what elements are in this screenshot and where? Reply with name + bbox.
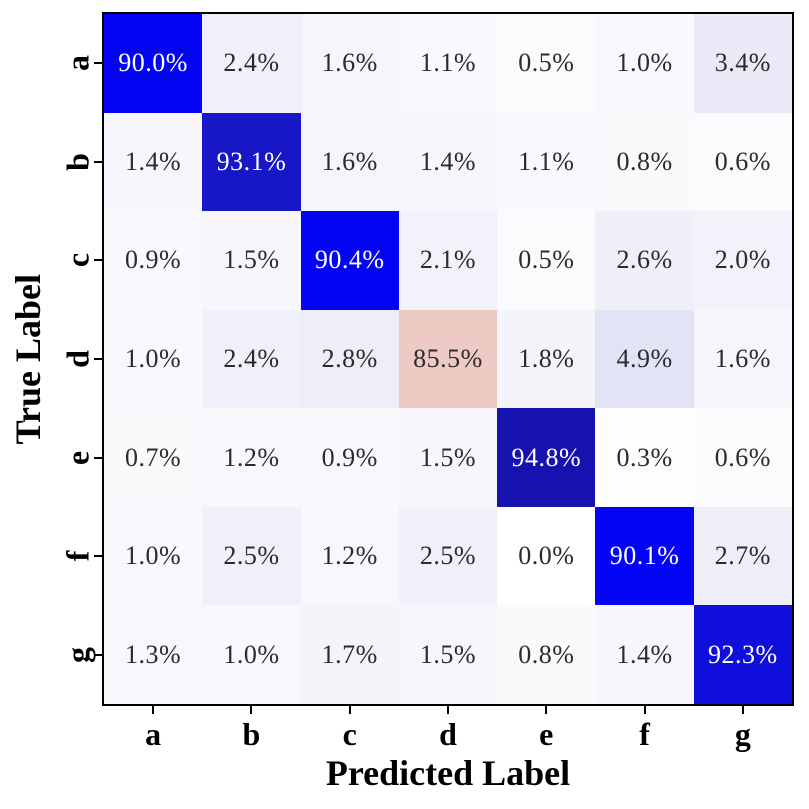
x-axis-title: Predicted Label — [325, 753, 571, 793]
heatmap-cell: 0.6% — [693, 408, 792, 507]
heatmap-cell: 92.3% — [693, 605, 792, 704]
heatmap-cell: 1.5% — [202, 211, 301, 310]
x-tick-label: g — [734, 716, 751, 752]
heatmap-grid: 90.0% 2.4% 1.6% 1.1% 0.5% 1.0% 3.4% 1.4% 93.1% 1.… — [102, 12, 794, 706]
heatmap-cell: 4.9% — [595, 309, 694, 409]
heatmap-cell: 90.1% — [595, 506, 694, 606]
y-axis-title-wrap: True Label — [6, 14, 50, 704]
heatmap-cell: 2.8% — [300, 309, 399, 409]
y-tick-mark — [94, 456, 102, 459]
y-tick-label: g — [59, 646, 96, 663]
y-tick-mark — [94, 62, 102, 65]
heatmap-cell: 0.8% — [595, 112, 694, 212]
x-tick-mark — [250, 706, 253, 714]
heatmap-cell: 2.5% — [202, 506, 301, 606]
x-tick-mark — [643, 706, 646, 714]
heatmap-cell: 1.0% — [104, 309, 203, 409]
y-tick-mark — [94, 160, 102, 163]
x-tick-mark — [545, 706, 548, 714]
x-tick-labels: a b c d e f g — [104, 714, 792, 756]
x-tick-label: b — [242, 716, 261, 752]
heatmap-cell: 0.6% — [693, 112, 792, 212]
x-tick-mark — [447, 706, 449, 714]
y-tick-labels: a b c d e f g — [56, 14, 100, 704]
y-tick-label: e — [59, 450, 96, 465]
heatmap-cell: 0.5% — [497, 14, 596, 113]
heatmap-cell: 90.0% — [104, 14, 203, 113]
y-tick-label: f — [59, 550, 96, 562]
heatmap-cell: 0.9% — [300, 408, 399, 507]
x-tick-label: c — [342, 716, 357, 752]
heatmap-cell: 0.8% — [497, 605, 596, 704]
y-tick-mark — [94, 555, 102, 558]
x-tick-mark — [741, 706, 744, 714]
heatmap-cell: 1.6% — [693, 309, 792, 409]
heatmap-cell: 3.4% — [693, 14, 792, 113]
y-tick-label: b — [59, 152, 96, 171]
heatmap-cell: 0.9% — [104, 211, 203, 310]
heatmap-cell: 1.0% — [202, 605, 301, 704]
heatmap-cell: 2.1% — [398, 211, 498, 310]
heatmap-cell: 0.5% — [497, 211, 596, 310]
x-tick-label: f — [639, 716, 650, 752]
y-axis-title: True Label — [8, 273, 48, 445]
heatmap-cell: 1.2% — [300, 506, 399, 606]
heatmap-cell: 0.0% — [497, 506, 596, 606]
heatmap-cell: 1.1% — [497, 112, 596, 212]
x-tick-mark — [348, 706, 351, 714]
x-tick-mark — [152, 706, 155, 714]
y-tick-mark — [94, 653, 102, 656]
y-tick-marks — [94, 14, 102, 704]
heatmap-cell: 1.8% — [497, 309, 596, 409]
heatmap-cell: 2.4% — [202, 309, 301, 409]
x-tick-marks — [104, 706, 792, 714]
heatmap-cell: 1.6% — [300, 112, 399, 212]
heatmap-cell: 85.5% — [398, 309, 498, 409]
heatmap-cell: 1.5% — [398, 605, 498, 704]
x-tick-label: e — [539, 716, 554, 752]
heatmap-cell: 94.8% — [497, 408, 596, 507]
heatmap-cell: 2.6% — [595, 211, 694, 310]
x-tick-label: d — [439, 716, 457, 752]
heatmap-cell: 2.4% — [202, 14, 301, 113]
heatmap-cell: 1.7% — [300, 605, 399, 704]
heatmap-cell: 1.6% — [300, 14, 399, 113]
x-tick-label: a — [145, 716, 162, 752]
heatmap-cell: 1.4% — [398, 112, 498, 212]
heatmap-cell: 1.1% — [398, 14, 498, 113]
heatmap-cell: 2.0% — [693, 211, 792, 310]
y-tick-label: c — [59, 253, 96, 268]
heatmap-cell: 1.5% — [398, 408, 498, 507]
heatmap-cell: 1.2% — [202, 408, 301, 507]
heatmap-cell: 1.0% — [104, 506, 203, 606]
y-tick-mark — [94, 259, 102, 262]
heatmap-cell: 90.4% — [300, 211, 399, 310]
heatmap-cell: 0.3% — [595, 408, 694, 507]
heatmap-cell: 1.4% — [595, 605, 694, 704]
heatmap-cell: 93.1% — [202, 112, 301, 212]
heatmap-cell: 1.3% — [104, 605, 203, 704]
heatmap-cell: 2.5% — [398, 506, 498, 606]
y-tick-label: d — [59, 350, 96, 368]
y-tick-mark — [94, 358, 102, 360]
heatmap-cell: 1.0% — [595, 14, 694, 113]
heatmap-cell: 1.4% — [104, 112, 203, 212]
heatmap-cell: 0.7% — [104, 408, 203, 507]
y-tick-label: a — [59, 55, 96, 72]
heatmap-cell: 2.7% — [693, 506, 792, 606]
